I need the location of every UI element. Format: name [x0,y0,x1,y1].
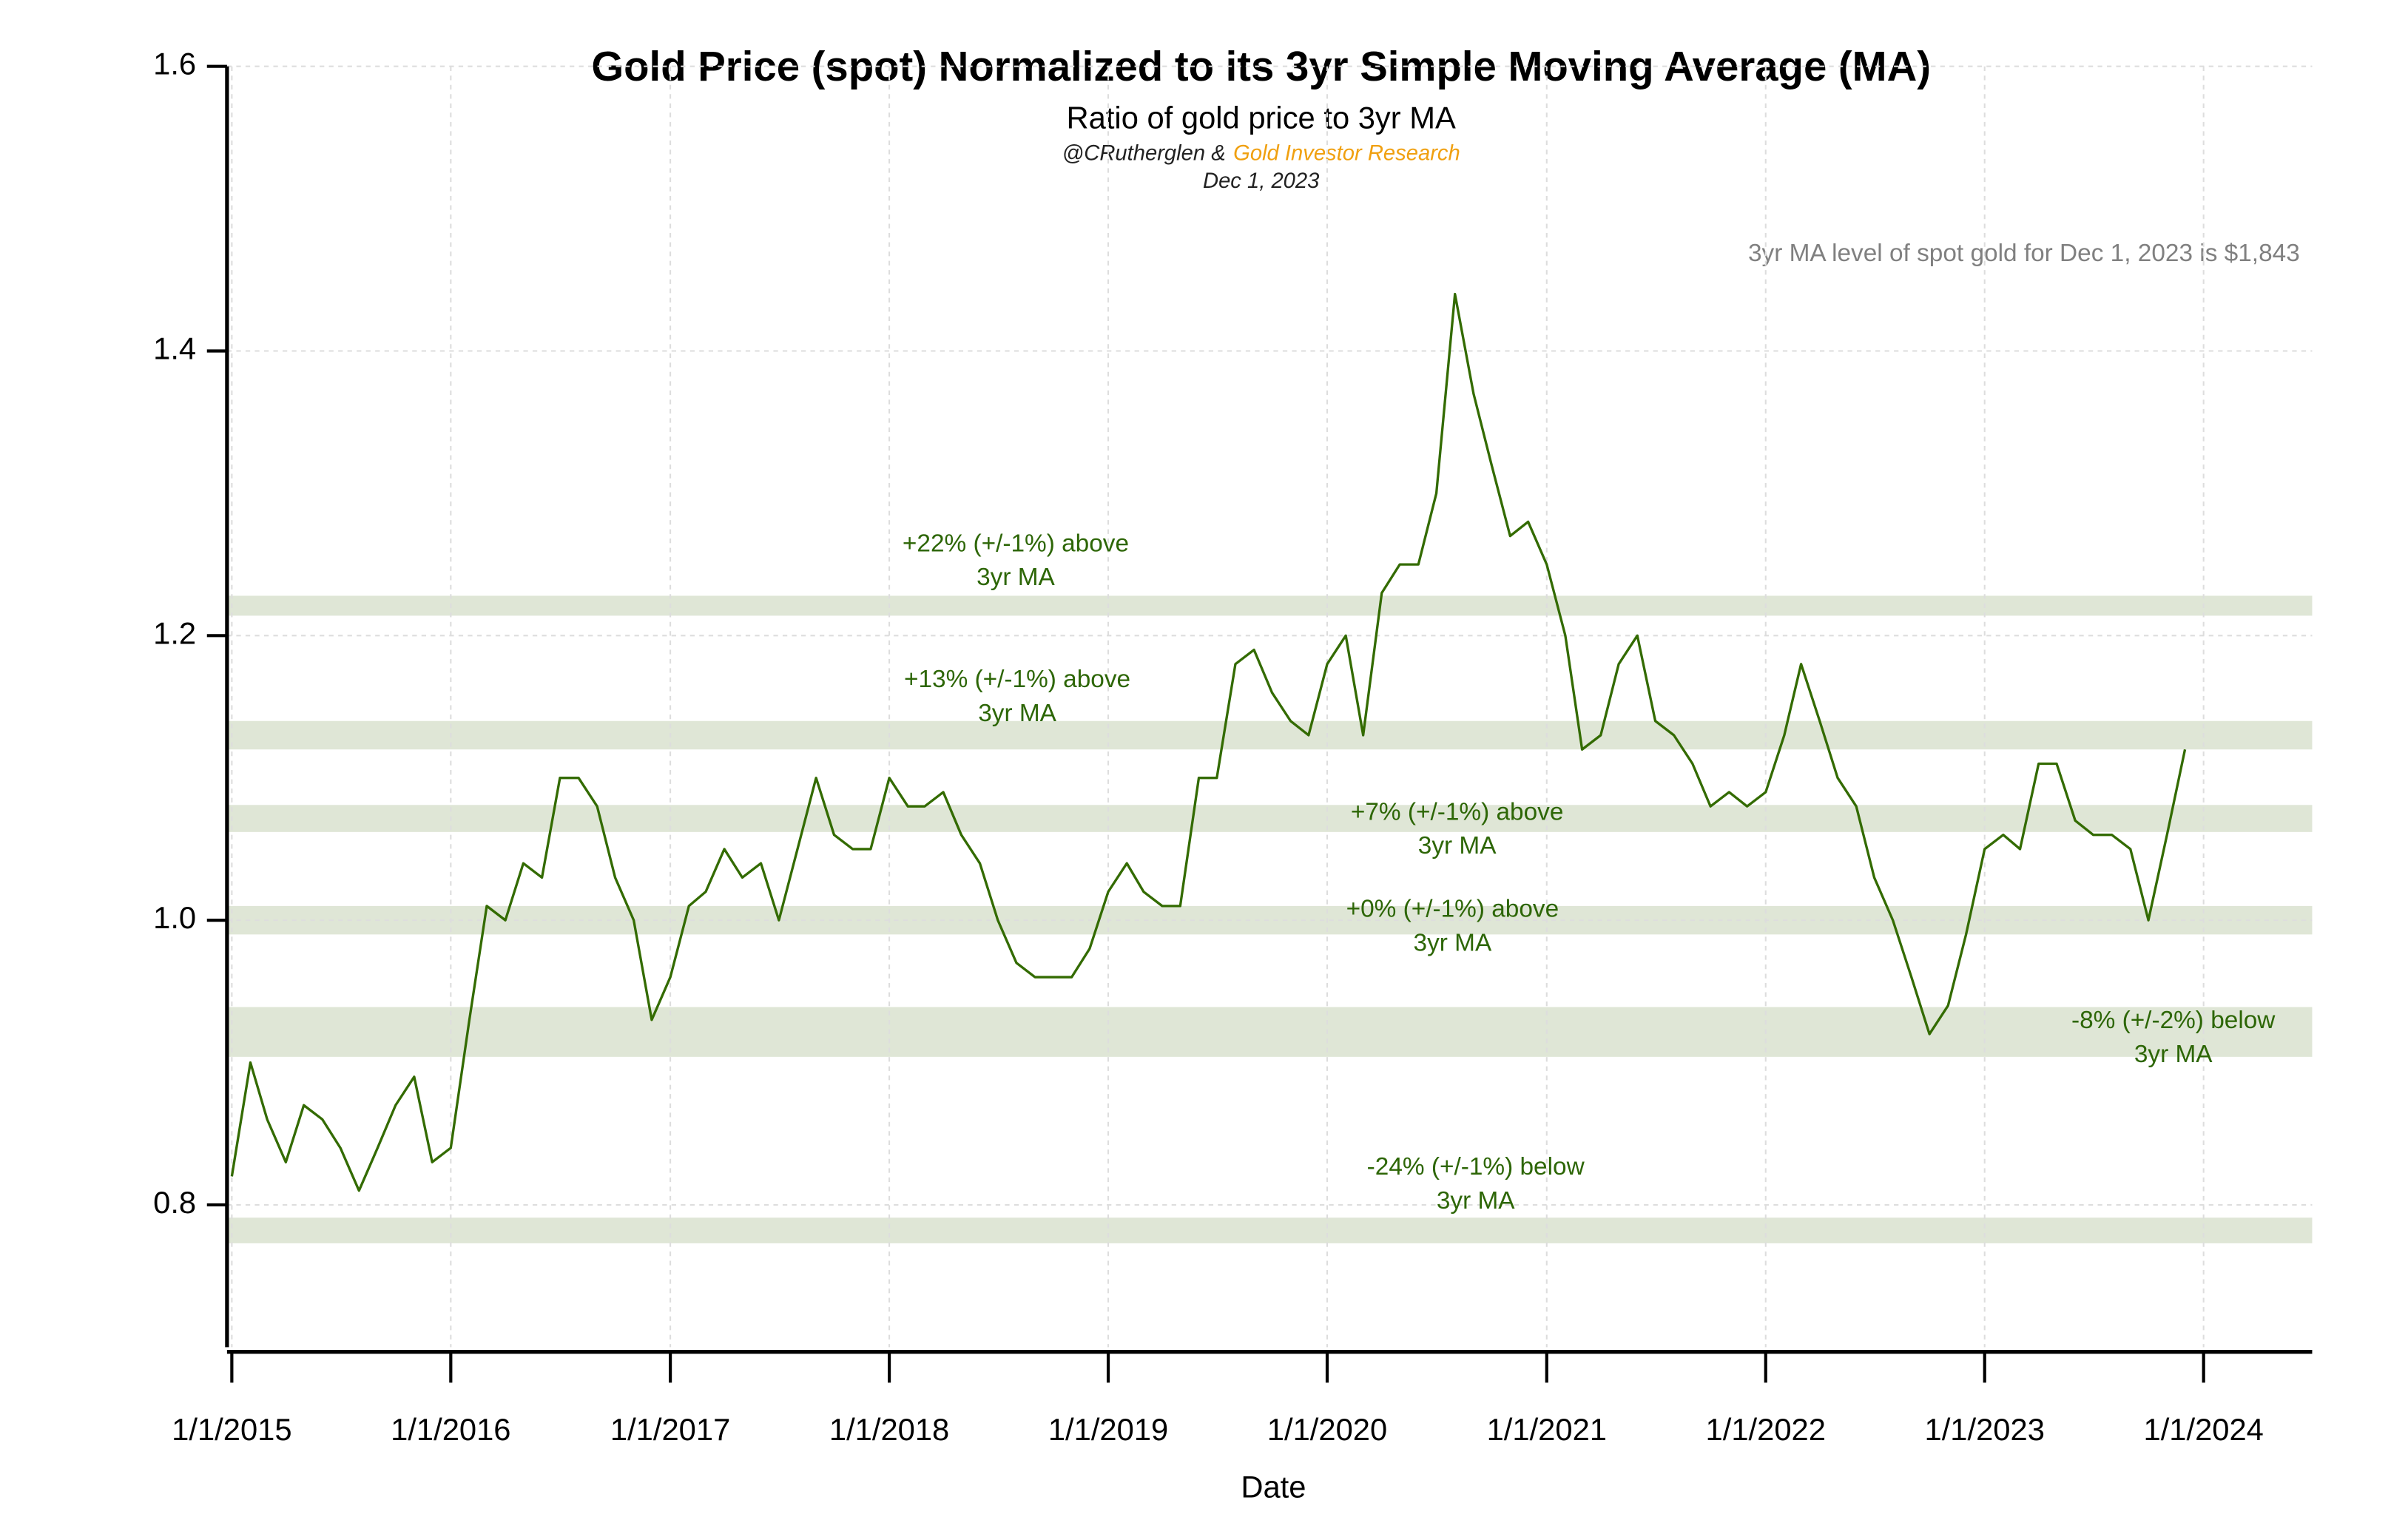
band-label: 3yr MA [977,564,1055,591]
x-tick-label: 1/1/2019 [1048,1412,1168,1447]
band [228,1007,2313,1057]
band-label: +7% (+/-1%) above [1351,798,1564,825]
chart-subtitle: Ratio of gold price to 3yr MA [1067,101,1457,135]
x-tick-label: 1/1/2022 [1706,1412,1826,1447]
band-label: 3yr MA [2134,1041,2213,1068]
x-tick-label: 1/1/2015 [172,1412,291,1447]
band-label: 3yr MA [1418,832,1497,859]
band-label: +13% (+/-1%) above [904,666,1130,693]
band [228,1217,2313,1243]
x-tick-label: 1/1/2023 [1925,1412,2045,1447]
y-tick-label: 1.2 [153,615,196,650]
note: 3yr MA level of spot gold for Dec 1, 202… [1748,240,2300,267]
price-ratio-line [230,292,2187,1192]
y-tick-label: 0.8 [153,1185,196,1220]
x-tick-label: 1/1/2021 [1487,1412,1607,1447]
x-tick-label: 1/1/2017 [610,1412,730,1447]
y-tick-label: 1.0 [153,900,196,935]
band-label: -24% (+/-1%) below [1367,1153,1585,1180]
x-tick-label: 1/1/2020 [1267,1412,1387,1447]
credit-org: Gold Investor Research [1233,141,1460,165]
band [228,595,2313,616]
credit: @CRutherglen & Gold Investor Research [1062,141,1460,165]
band [228,905,2313,935]
band [228,805,2313,832]
y-tick-label: 1.4 [153,331,196,366]
band-label: +22% (+/-1%) above [903,530,1129,557]
band-label: +0% (+/-1%) above [1346,896,1559,923]
band-label: 3yr MA [1437,1187,1515,1215]
band [228,720,2313,750]
y-tick-label: 1.6 [153,47,196,81]
chart-date: Dec 1, 2023 [1203,169,1319,193]
x-axis-label: Date [1241,1469,1306,1504]
band-label: -8% (+/-2%) below [2071,1007,2276,1034]
band-label: 3yr MA [1414,930,1492,957]
x-tick-label: 1/1/2018 [829,1412,949,1447]
credit-author: @CRutherglen & [1062,141,1226,165]
x-tick-label: 1/1/2024 [2143,1412,2263,1447]
x-tick-label: 1/1/2016 [391,1412,510,1447]
band-label: 3yr MA [978,700,1056,727]
